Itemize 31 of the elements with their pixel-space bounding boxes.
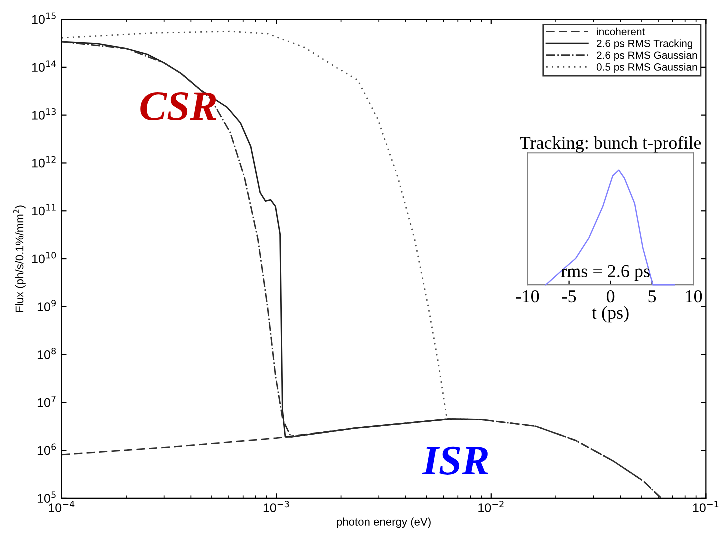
y-tick-label: 10$^{8}$ bbox=[38, 348, 56, 360]
legend-label: 2.6 ps RMS Tracking bbox=[597, 40, 693, 50]
legend-label: incoherent bbox=[597, 28, 646, 36]
x-axis-title: photon energy (eV) bbox=[337, 518, 431, 528]
y-tick-label: 10$^{9}$ bbox=[38, 300, 56, 312]
chart-title: Tracking: bunch t-profile bbox=[520, 136, 702, 153]
x-tick-label: -10 bbox=[516, 290, 540, 303]
y-tick-label: 10$^{6}$ bbox=[38, 444, 56, 456]
y-tick-label: 10$^{11}$ bbox=[32, 204, 56, 216]
x-tick-label: 5 bbox=[648, 290, 656, 303]
x-tick-label: 0 bbox=[606, 290, 615, 303]
x-axis-title: t (ps) bbox=[592, 306, 629, 323]
x-tick-label: 10$^{−4}$ bbox=[49, 501, 75, 512]
y-tick-label: 10$^{7}$ bbox=[38, 396, 56, 408]
x-tick-label: 10$^{−3}$ bbox=[264, 501, 290, 512]
y-tick-label: 10$^{10}$ bbox=[32, 252, 56, 264]
legend-label: 0.5 ps RMS Gaussian bbox=[596, 63, 698, 73]
y-tick-label: 10$^{12}$ bbox=[32, 156, 56, 168]
y-tick-label: 10$^{13}$ bbox=[32, 108, 56, 120]
x-tick-label: 10 bbox=[686, 290, 702, 303]
y-tick-label: 10$^{15}$ bbox=[32, 12, 56, 24]
annotation: ISR bbox=[422, 446, 488, 475]
y-axis-title: Flux (ph/s/0.1%/mm$^{2}$) bbox=[14, 206, 26, 312]
x-tick-label: 10$^{−1}$ bbox=[693, 501, 719, 512]
annotation: CSR bbox=[140, 92, 216, 121]
x-tick-label: -5 bbox=[562, 290, 576, 303]
x-tick-label: 10$^{−2}$ bbox=[478, 501, 504, 512]
annotation: rms = 2.6 ps bbox=[561, 265, 650, 282]
y-tick-label: 10$^{14}$ bbox=[32, 60, 56, 72]
y-tick-label: 10$^{5}$ bbox=[38, 492, 56, 504]
legend-label: 2.6 ps RMS Gaussian bbox=[597, 51, 698, 62]
